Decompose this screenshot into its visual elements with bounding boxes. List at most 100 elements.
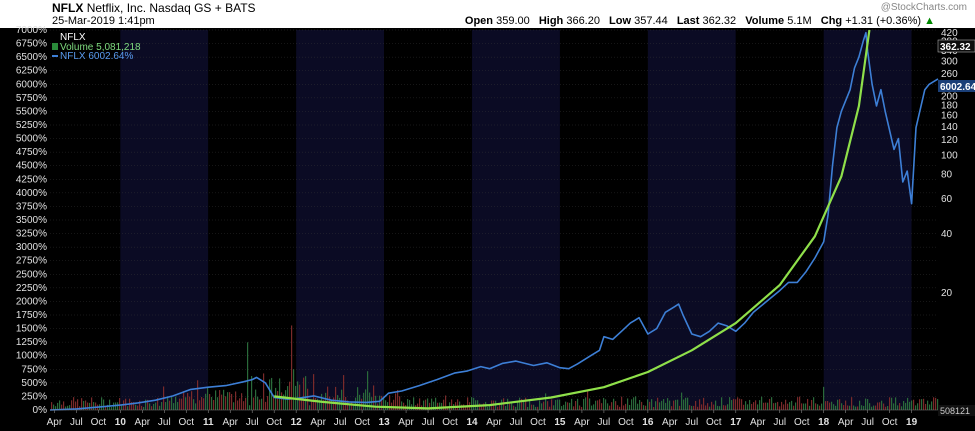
y-left-tick-label: 6750% (16, 39, 47, 50)
volume-bar (185, 397, 187, 410)
volume-bar (217, 397, 219, 410)
volume-bar (401, 401, 403, 410)
volume-bar (189, 396, 191, 410)
volume-bar (439, 402, 441, 410)
volume-bar (873, 405, 875, 410)
volume-bar (691, 405, 693, 410)
volume-bar (627, 398, 629, 410)
volume-bar (177, 402, 179, 410)
y-right-tick-label: 60 (941, 194, 953, 205)
volume-bar (309, 405, 311, 410)
y-left-tick-label: 1250% (16, 337, 47, 348)
x-tick-label: Oct (706, 417, 722, 428)
y-left-tick-label: 3500% (16, 215, 47, 226)
y-left-tick-label: 3000% (16, 242, 47, 253)
y-axis-right: 4203803403002602202001801601401201008060… (941, 28, 958, 299)
y-left-tick-label: 4000% (16, 188, 47, 199)
volume-bar (117, 402, 119, 410)
volume-bar (841, 403, 843, 410)
volume-bar (881, 400, 883, 410)
symbol-line: NFLX Netflix, Inc. Nasdaq GS + BATS (52, 1, 256, 15)
volume-bar (615, 401, 617, 410)
volume-bar (765, 402, 767, 410)
volume-legend-swatch (52, 43, 58, 50)
open-label: Open (464, 15, 494, 27)
volume-bar (343, 375, 345, 410)
volume-bar (467, 397, 469, 410)
volume-bar (701, 404, 703, 410)
y-left-tick-label: 4750% (16, 147, 47, 158)
volume-bar (727, 404, 729, 410)
volume-bar (561, 406, 563, 410)
volume-bar (331, 400, 333, 410)
volume-bar (311, 400, 313, 410)
volume-bar (787, 403, 789, 410)
volume-bar (889, 397, 891, 410)
y-left-tick-label: 2250% (16, 283, 47, 294)
volume-bar (719, 406, 721, 410)
x-tick-label: 11 (203, 417, 214, 428)
volume-bar (223, 389, 225, 410)
x-tick-label: Jul (422, 417, 435, 428)
x-tick-label: 10 (115, 417, 127, 428)
volume-bar (389, 395, 391, 410)
volume-bar (351, 402, 353, 410)
volume-bar (101, 397, 103, 410)
volume-label: Volume (745, 15, 785, 27)
volume-bar (119, 398, 121, 410)
volume-bar (187, 393, 189, 410)
volume-bar (683, 399, 685, 410)
volume-bar (595, 400, 597, 410)
volume-bar (629, 404, 631, 410)
volume-bar (653, 406, 655, 410)
volume-bar (635, 396, 637, 410)
x-axis: Apr Jul Oct 10 Apr Jul Oct 11 Apr Jul Oct 12 Apr Jul O… (47, 409, 938, 428)
volume-bar (887, 406, 889, 410)
y-right-tick-label: 420 (941, 28, 958, 39)
volume-bar (235, 391, 237, 410)
volume-bar (315, 397, 317, 410)
volume-bar (465, 406, 467, 410)
volume-bar (529, 400, 531, 410)
volume-bar (111, 406, 113, 410)
volume-bar (445, 395, 447, 410)
volume-bar (863, 405, 865, 410)
volume-bar (743, 404, 745, 410)
volume-bar (281, 392, 283, 410)
x-tick-label: Jul (598, 417, 611, 428)
volume-bar (89, 402, 91, 410)
volume-bar (639, 400, 641, 410)
volume-bar (533, 404, 535, 410)
last-label: Last (676, 15, 700, 27)
volume-bar (379, 395, 381, 410)
volume-bar (263, 373, 265, 410)
volume-bar (265, 401, 267, 410)
volume-bar (413, 397, 415, 410)
volume-bar (297, 381, 299, 410)
volume-bar (641, 401, 643, 410)
volume-bar (599, 399, 601, 410)
volume-bar (85, 400, 87, 410)
x-tick-label: 19 (906, 417, 918, 428)
ohlc-readout: Open 359.00 High 366.20 Low 357.44 Last … (459, 15, 935, 27)
volume-bar (365, 389, 367, 410)
y-left-tick-label: 3750% (16, 201, 47, 212)
y-right-tick-label: 80 (941, 170, 953, 181)
volume-bar (879, 402, 881, 410)
volume-bar (269, 379, 271, 410)
volume-bar (925, 403, 927, 410)
volume-bar (729, 397, 731, 410)
volume-bar (191, 391, 193, 410)
volume-bar (749, 399, 751, 410)
volume-bar (791, 400, 793, 410)
chg-label: Chg (820, 15, 843, 27)
volume-bar (431, 398, 433, 410)
volume-bar (909, 401, 911, 410)
volume-bar (273, 394, 275, 410)
volume-bar (867, 399, 869, 410)
volume-bar (231, 393, 233, 410)
volume-bar (75, 401, 77, 410)
y-right-tick-label: 120 (941, 135, 958, 146)
volume-bar (767, 402, 769, 410)
volume-bar (705, 405, 707, 410)
